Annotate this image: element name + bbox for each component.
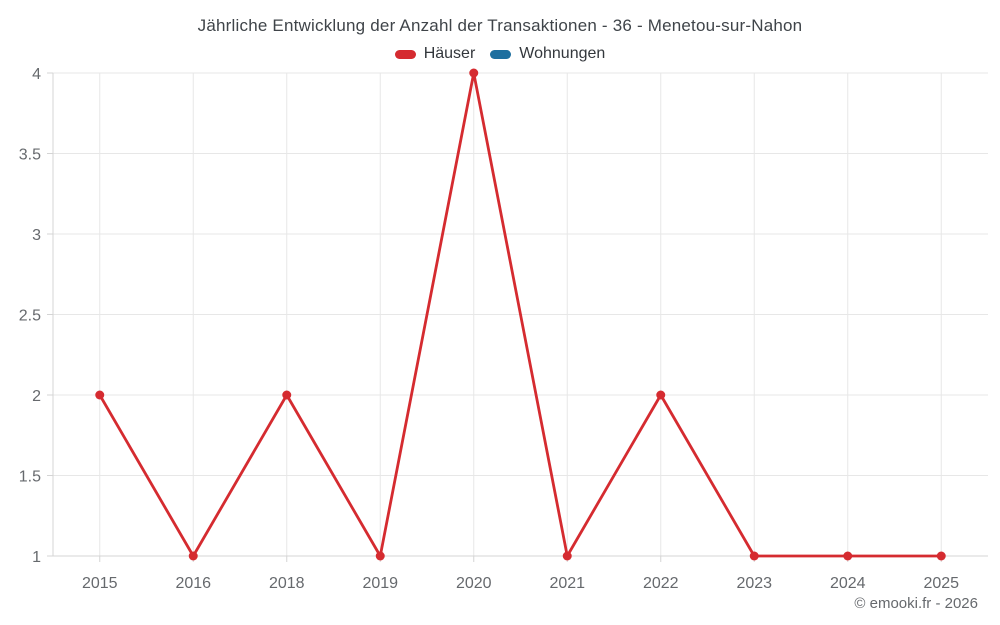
y-axis-label-1.5: 1.5 [19, 469, 41, 486]
y-axis-label-1: 1 [32, 549, 41, 566]
data-point-2020[interactable] [469, 68, 479, 78]
data-point-2015[interactable] [95, 390, 105, 400]
y-axis-label-3.5: 3.5 [19, 147, 41, 164]
y-axis-label-2.5: 2.5 [19, 308, 41, 325]
series-line-häuser [98, 71, 943, 558]
y-axis-label-3: 3 [32, 227, 41, 244]
legend-swatch-haeuser [394, 49, 416, 59]
x-axis-label-2018: 2018 [269, 575, 305, 592]
x-axis-label-2019: 2019 [362, 575, 398, 592]
x-axis-label-2015: 2015 [82, 575, 118, 592]
x-axis-label-2025: 2025 [923, 575, 959, 592]
legend-swatch-wohnungen [490, 49, 512, 59]
data-point-2025[interactable] [936, 551, 946, 561]
data-point-2016[interactable] [188, 551, 198, 561]
x-axis-label-2022: 2022 [643, 575, 679, 592]
data-point-2021[interactable] [562, 551, 572, 561]
data-point-2019[interactable] [375, 551, 385, 561]
data-point-2022[interactable] [656, 390, 666, 400]
y-axis-label-4: 4 [32, 66, 41, 83]
legend-label-haeuser: Häuser [423, 45, 476, 62]
x-axis-label-2016: 2016 [175, 575, 211, 592]
y-axis-label-2: 2 [32, 388, 41, 405]
x-axis-label-2020: 2020 [456, 575, 492, 592]
data-point-2024[interactable] [843, 551, 853, 561]
data-point-2018[interactable] [282, 390, 292, 400]
legend-item-haeuser[interactable]: Häuser [394, 45, 476, 63]
legend: Häuser Wohnungen [0, 45, 1000, 63]
legend-label-wohnungen: Wohnungen [519, 45, 606, 62]
copyright: © emooki.fr - 2026 [854, 595, 978, 612]
x-axis-label-2023: 2023 [736, 575, 772, 592]
data-point-2023[interactable] [749, 551, 759, 561]
x-axis-label-2024: 2024 [830, 575, 866, 592]
x-axis-label-2021: 2021 [549, 575, 585, 592]
chart-title: Jährliche Entwicklung der Anzahl der Tra… [197, 16, 803, 35]
legend-item-wohnungen[interactable]: Wohnungen [490, 45, 605, 63]
